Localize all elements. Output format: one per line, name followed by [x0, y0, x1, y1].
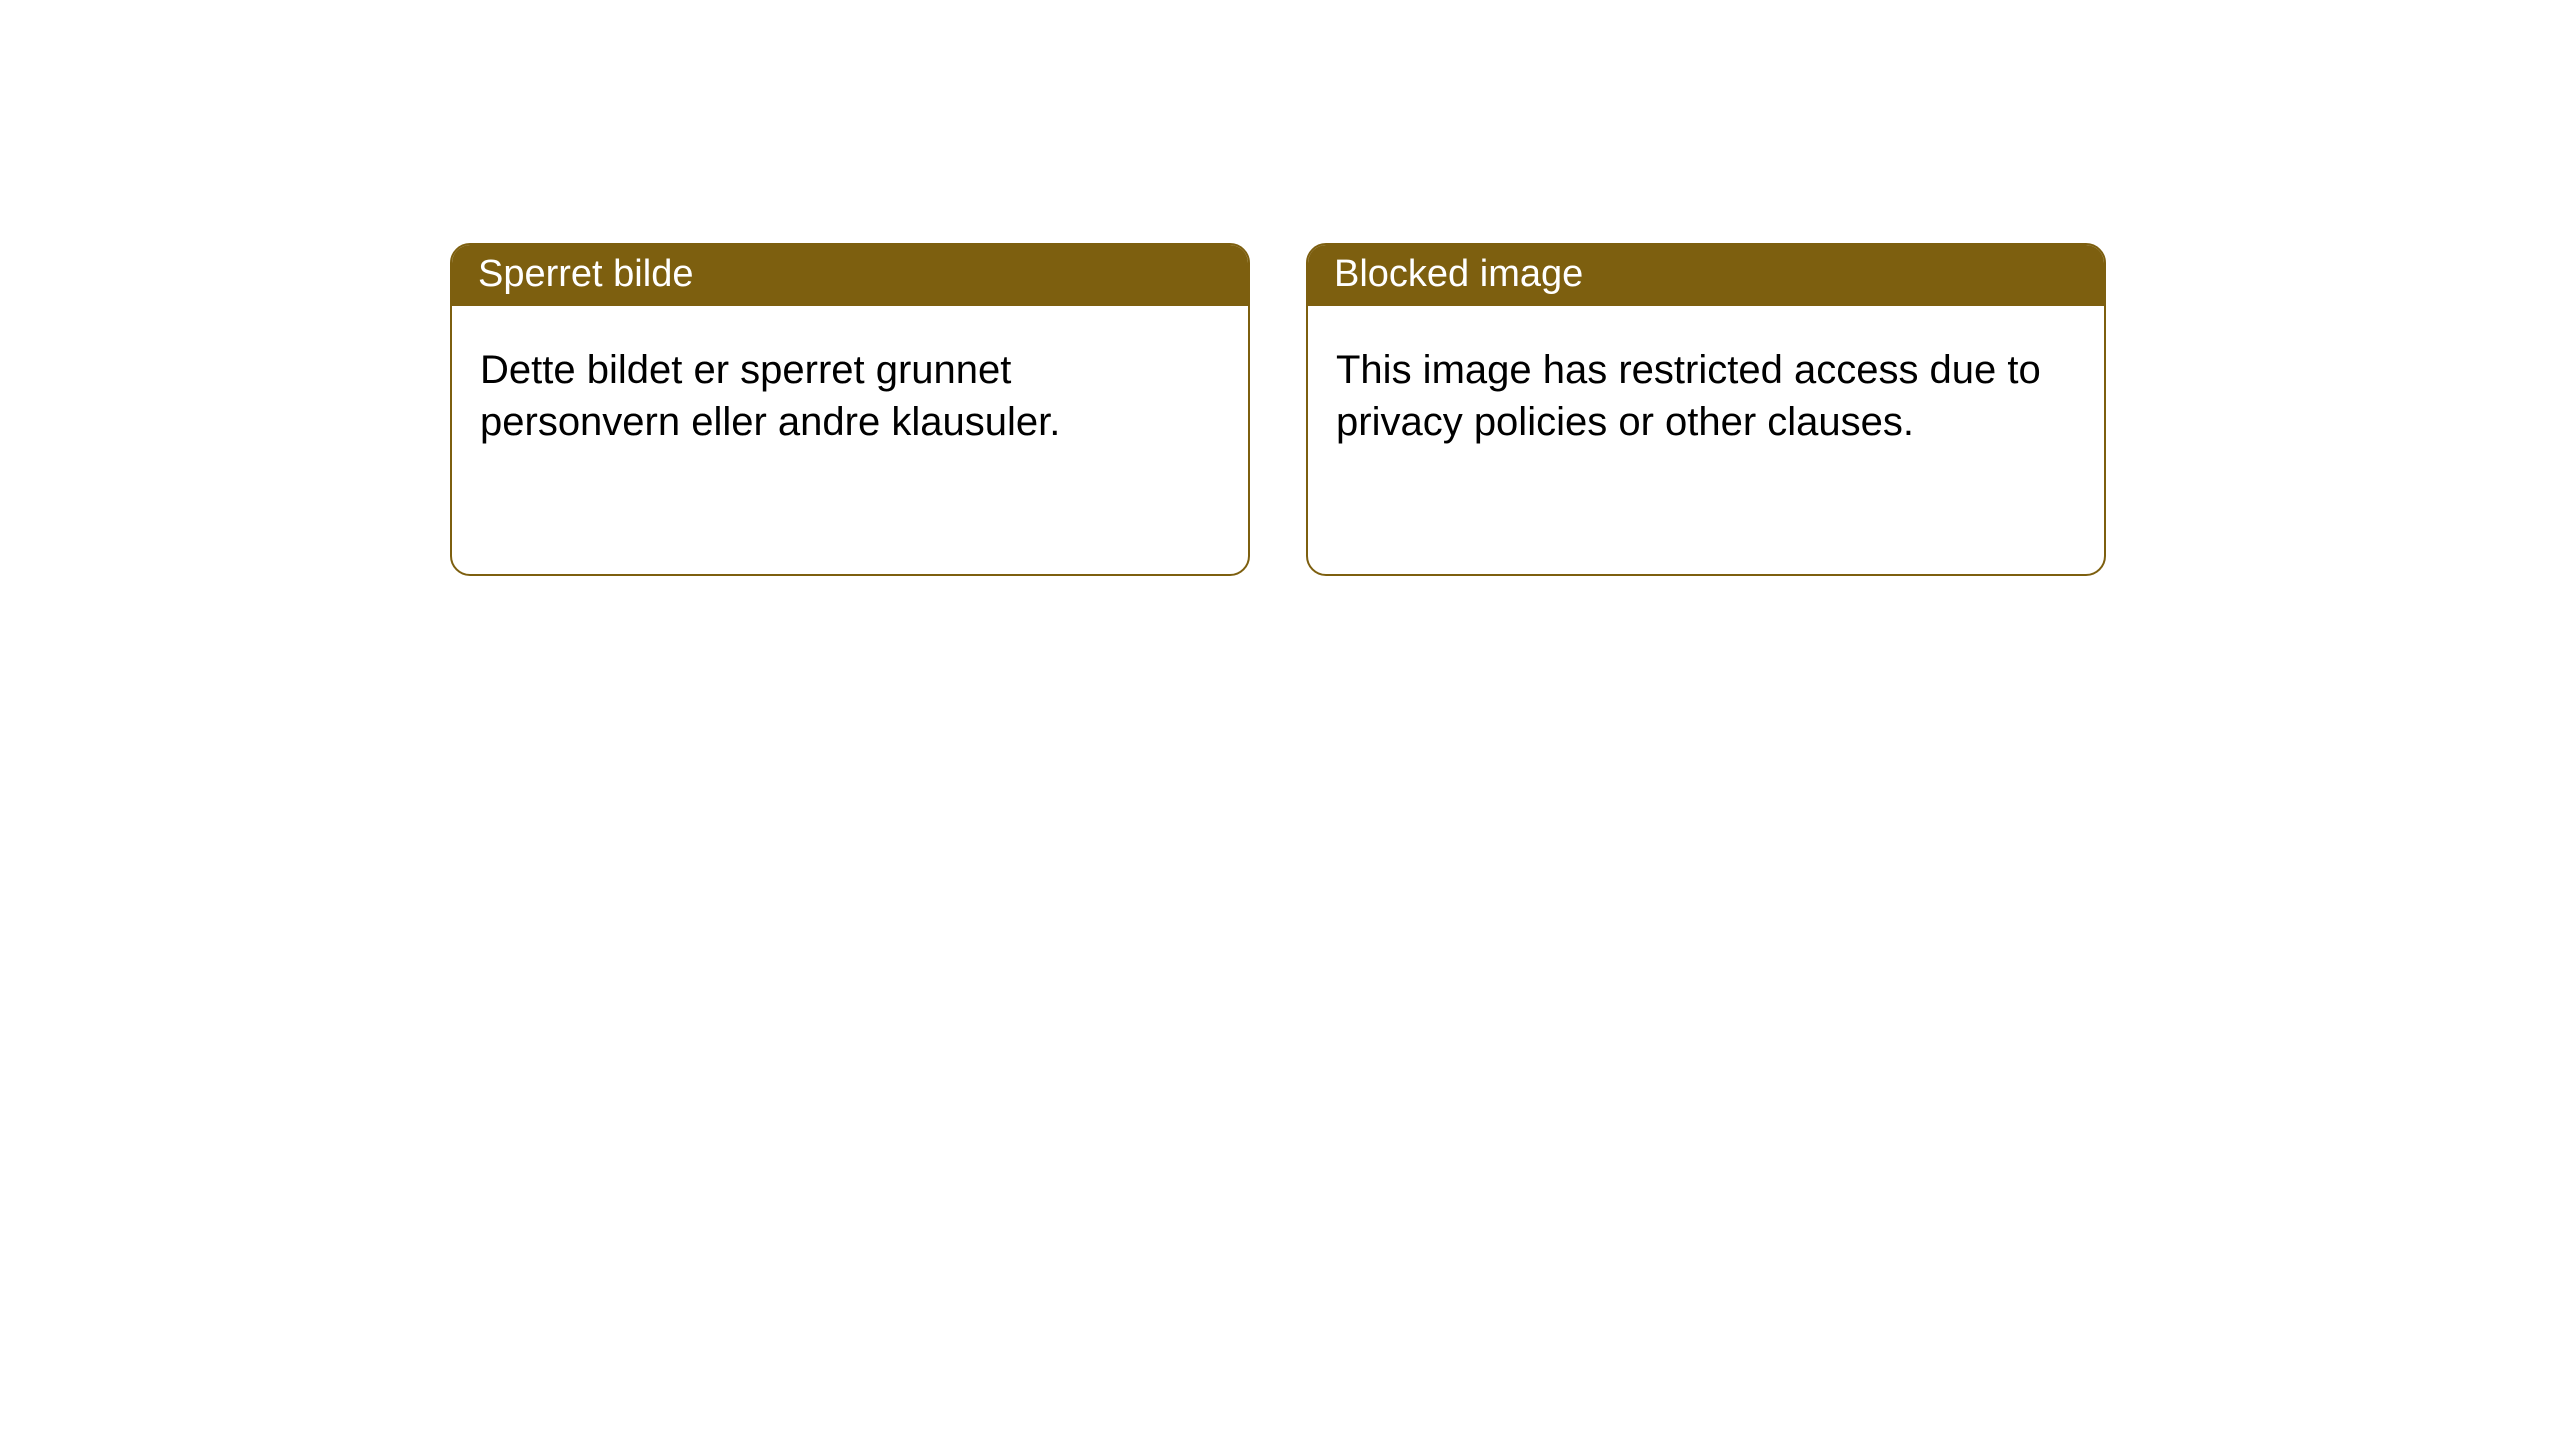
notice-header: Sperret bilde	[452, 245, 1248, 306]
notice-header: Blocked image	[1308, 245, 2104, 306]
notice-box-norwegian: Sperret bilde Dette bildet er sperret gr…	[450, 243, 1250, 576]
notice-box-english: Blocked image This image has restricted …	[1306, 243, 2106, 576]
notice-body: This image has restricted access due to …	[1308, 306, 2104, 486]
notice-body: Dette bildet er sperret grunnet personve…	[452, 306, 1248, 486]
notices-container: Sperret bilde Dette bildet er sperret gr…	[0, 0, 2560, 576]
